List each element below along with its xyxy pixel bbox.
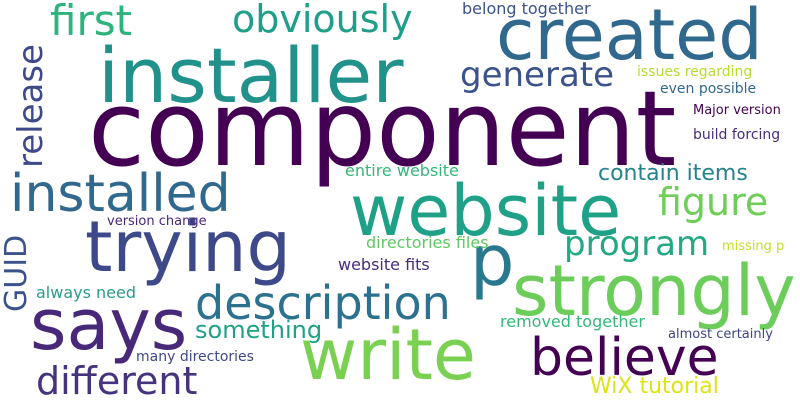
word-issues-regarding: issues regarding (637, 64, 753, 80)
word-contain-items: contain items (598, 161, 748, 186)
word-entire-website: entire website (345, 161, 459, 180)
word-website: website (350, 170, 622, 252)
word-strongly: strongly (512, 250, 796, 332)
word-website-fits: website fits (338, 255, 430, 274)
word-release: release (11, 44, 51, 168)
word-trying: trying (85, 206, 291, 288)
word-created: created (496, 0, 763, 76)
word-build-forcing: build forcing (693, 127, 781, 143)
word-description: description (195, 276, 451, 330)
word-directories-files: directories files (366, 233, 489, 252)
word-something: something (195, 316, 323, 344)
word-figure: figure (658, 180, 769, 224)
word-obviously: obviously (232, 0, 413, 41)
word-different: different (36, 359, 198, 400)
word-p: p (470, 220, 515, 302)
word-major-version: Major version (693, 103, 781, 118)
word-always-need: always need (36, 283, 137, 302)
word-missing-p: missing p (722, 239, 785, 254)
word-version-change: version change (107, 214, 207, 229)
word-wix-tutorial: WiX tutorial (590, 374, 719, 399)
word-even-possible: even possible (660, 81, 757, 97)
word-installed: installed (10, 164, 231, 224)
word-component: component (88, 68, 677, 190)
word-GUID: GUID (0, 234, 34, 312)
word-generate: generate (460, 55, 615, 95)
word-says: says (30, 284, 188, 366)
word-write: write (300, 314, 476, 396)
word-belong-together: belong together (462, 0, 591, 18)
word-removed-together: removed together (500, 312, 645, 331)
word-many-directories: many directories (136, 349, 254, 365)
word-installer: installer (98, 31, 404, 120)
word-program: program (564, 224, 710, 264)
word-believe: believe (530, 328, 719, 388)
word-almost-certainly: almost certainly (668, 327, 773, 342)
word-first: first (50, 0, 133, 45)
